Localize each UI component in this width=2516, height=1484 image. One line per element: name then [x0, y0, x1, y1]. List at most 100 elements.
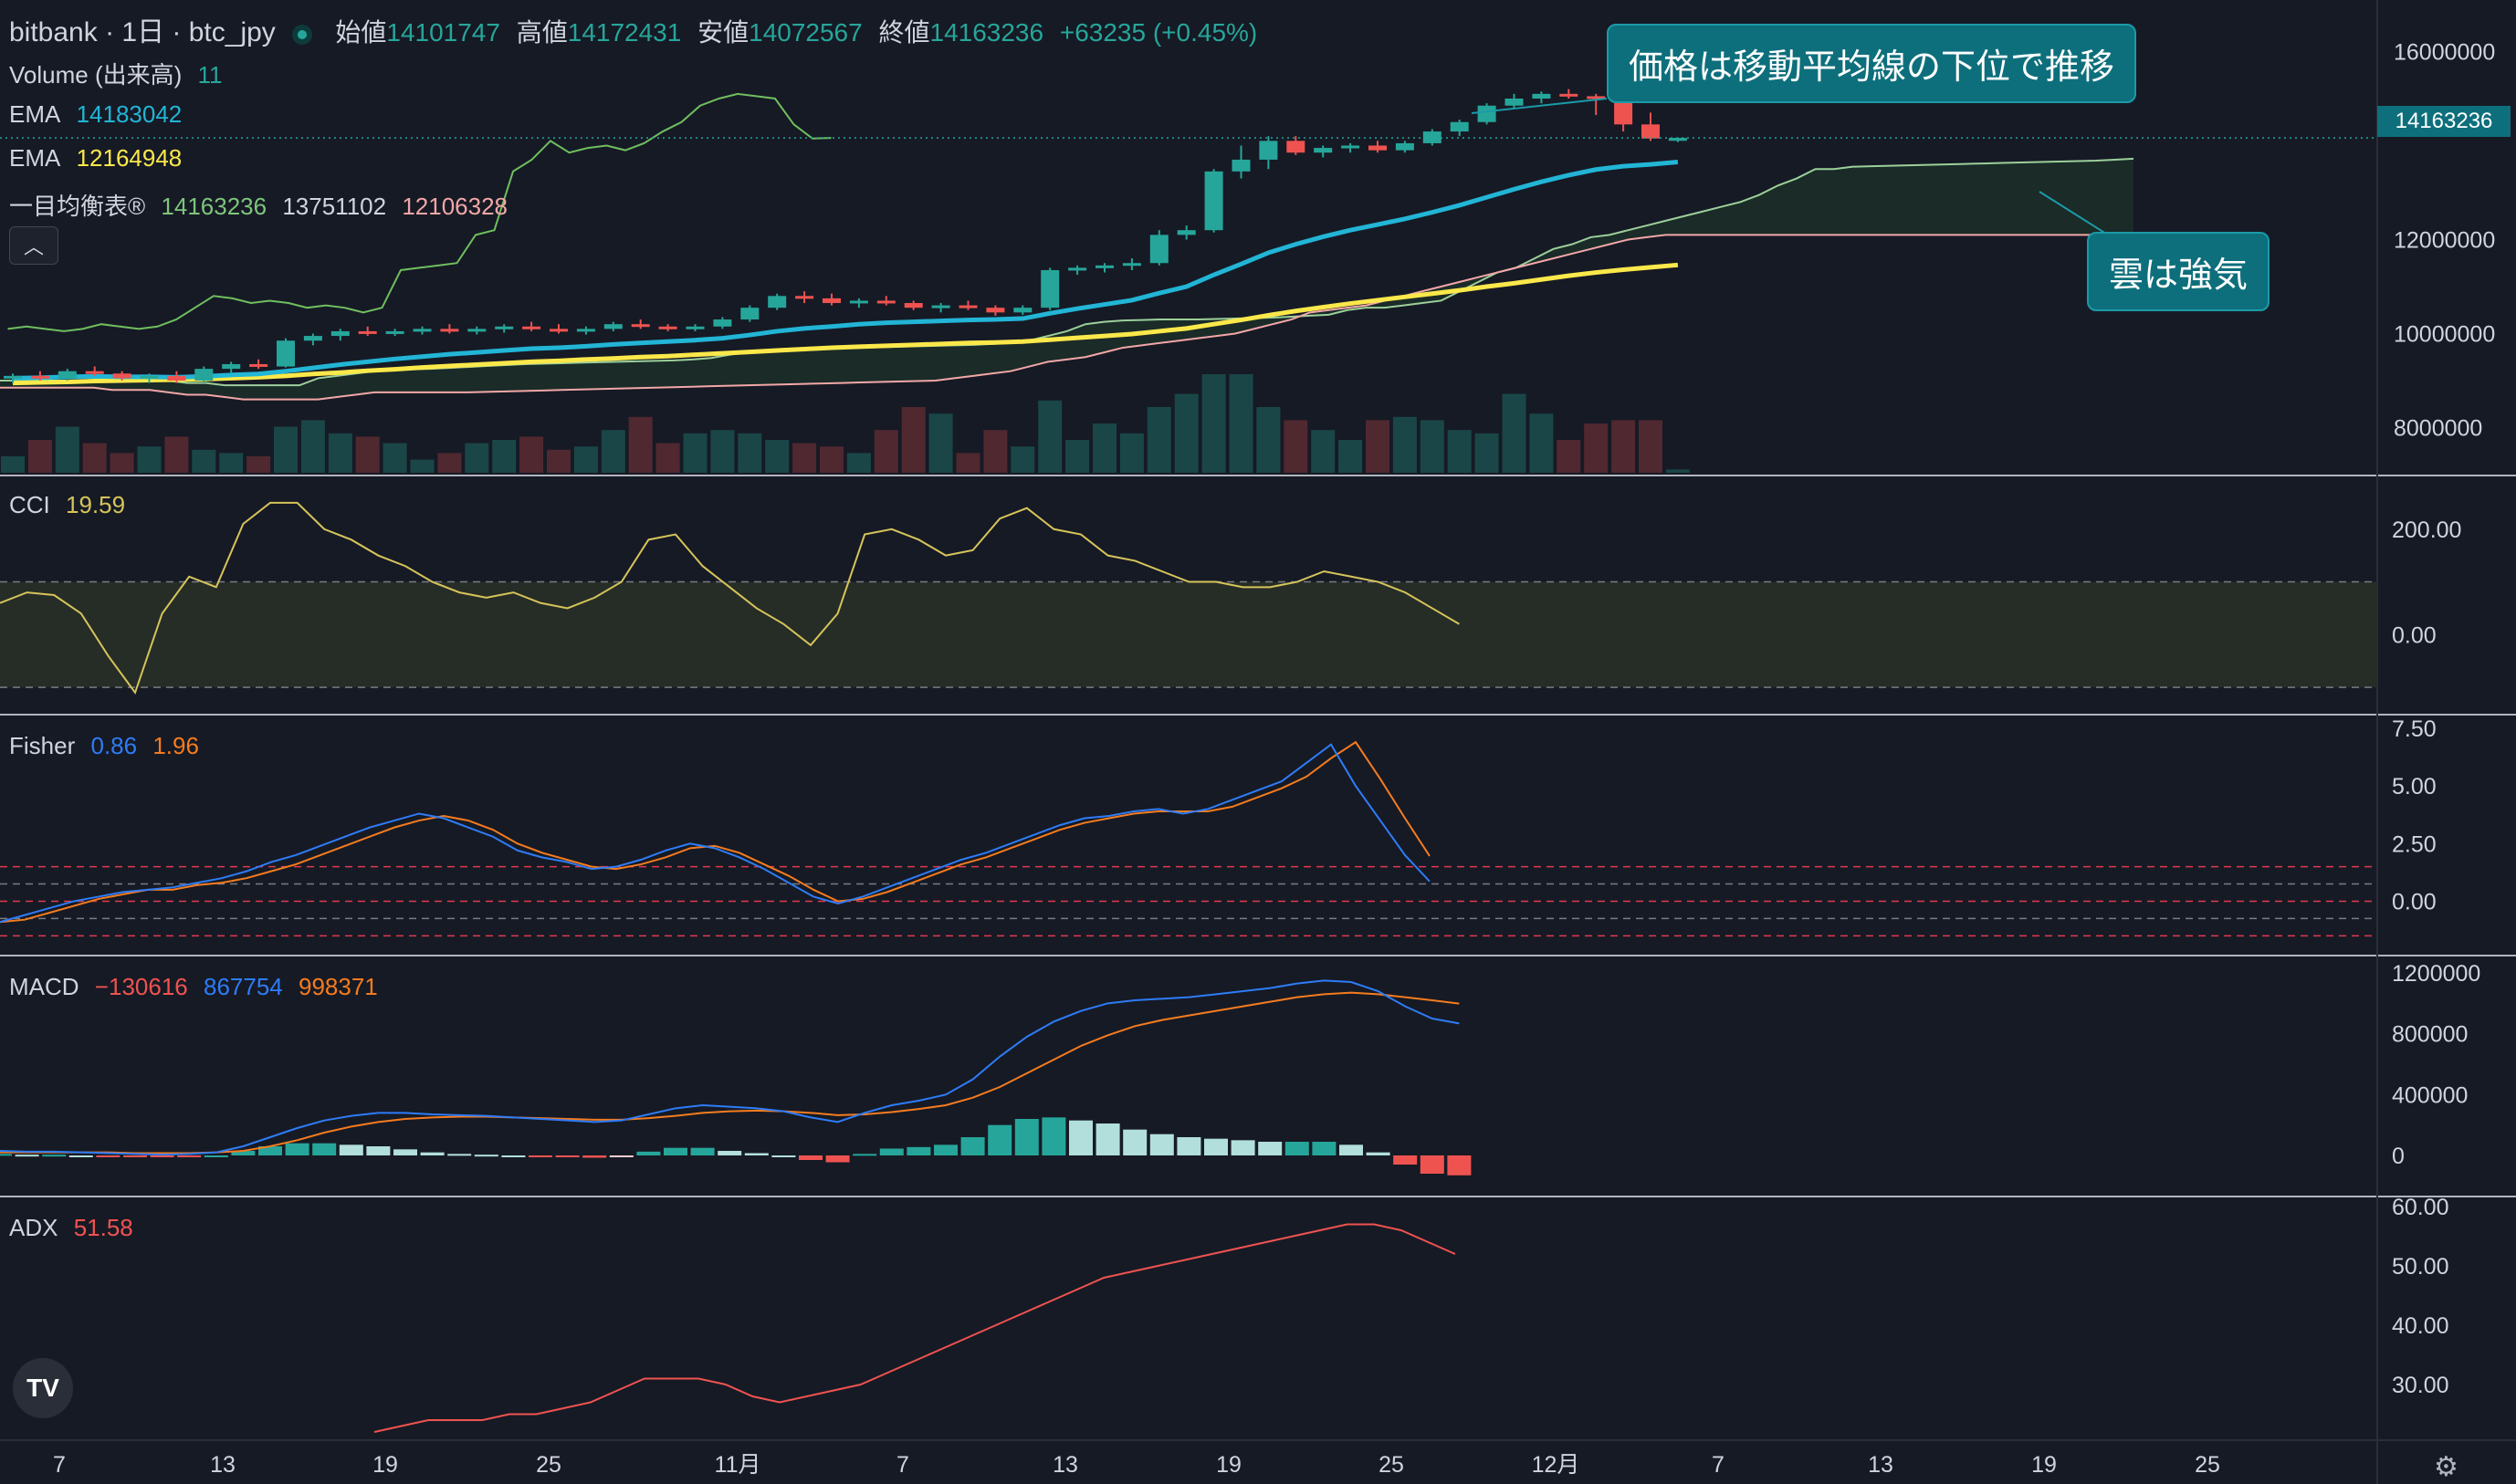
macd-histogram-bar — [150, 1155, 174, 1157]
candle-body — [1450, 121, 1469, 132]
tradingview-logo-icon[interactable]: TV — [13, 1358, 73, 1418]
volume-bar — [820, 446, 844, 473]
macd-histogram-bar — [609, 1155, 634, 1157]
macd-histogram-bar — [1231, 1140, 1255, 1155]
ichimoku-span-b-line — [0, 234, 2133, 401]
macd-histogram-bar — [312, 1143, 337, 1155]
adx-legend[interactable]: ADX 51.58 — [9, 1214, 142, 1242]
adx-axis-tick-label: 30.00 — [2392, 1373, 2449, 1398]
volume-bar — [1311, 430, 1336, 473]
macd-histogram-bar — [1420, 1155, 1444, 1174]
macd-axis-tick-label: 0 — [2392, 1144, 2405, 1169]
volume-bar — [1366, 420, 1389, 473]
macd-histogram-bar — [366, 1146, 391, 1155]
candle-body — [1341, 145, 1360, 149]
candle-body — [358, 330, 377, 334]
ichimoku-value-3: 12106328 — [402, 193, 508, 220]
candle-body — [1395, 142, 1414, 151]
macd-histogram-bar — [258, 1146, 282, 1155]
candle-body — [440, 329, 459, 332]
time-axis-tick-label: 19 — [372, 1452, 398, 1478]
adx-line — [373, 1223, 1456, 1433]
macd-histogram-bar — [231, 1151, 256, 1155]
candle-body — [85, 371, 104, 374]
callout-1-pointer — [1471, 98, 1608, 114]
volume-bar — [110, 453, 134, 473]
candle-body — [1177, 230, 1196, 235]
candle-body — [740, 308, 760, 320]
annotation-callout-2[interactable]: 雲は強気 — [2087, 232, 2270, 311]
macd-legend[interactable]: MACD −130616 867754 998371 — [9, 973, 387, 1001]
price-axis-tick-label: 8000000 — [2394, 416, 2482, 442]
ema1-label: EMA — [9, 100, 61, 128]
candle-body — [1286, 141, 1305, 153]
macd-histogram-bar — [123, 1155, 147, 1157]
annotation-callout-1[interactable]: 価格は移動平均線の下位で推移 — [1607, 24, 2137, 103]
candle-body — [249, 363, 268, 367]
adx-value: 51.58 — [73, 1214, 133, 1241]
volume-bar — [355, 436, 380, 473]
time-axis-tick-label: 19 — [1216, 1452, 1242, 1478]
candle-body — [1013, 308, 1033, 313]
fisher-label: Fisher — [9, 732, 76, 759]
ichimoku-label: 一目均衡表® — [9, 193, 146, 220]
macd-histogram-bar — [204, 1155, 228, 1157]
candle-body — [303, 336, 322, 341]
volume-bar — [1665, 469, 1690, 473]
volume-bar — [1119, 433, 1144, 473]
candle-body — [904, 303, 923, 308]
volume-bar — [1392, 416, 1417, 473]
candle-body — [495, 326, 514, 329]
ema1-legend[interactable]: EMA 14183042 — [9, 100, 191, 129]
candle-body — [550, 329, 568, 332]
volume-bar — [219, 453, 244, 473]
candle-body — [1068, 267, 1087, 271]
candle-body — [576, 329, 595, 332]
collapse-legend-button[interactable]: ︿ — [9, 226, 58, 265]
volume-bar — [1, 456, 25, 473]
candle-body — [1668, 138, 1687, 141]
cci-band — [0, 581, 2377, 688]
macd-histogram-bar — [960, 1137, 985, 1155]
macd-value-3: 998371 — [298, 973, 378, 1000]
volume-bar — [655, 443, 680, 473]
high-label: 高値 — [516, 18, 568, 47]
settings-gear-icon[interactable]: ⚙ — [2434, 1452, 2458, 1482]
volume-bar — [1420, 420, 1444, 473]
candle-body — [658, 326, 677, 329]
change-value: +63235 (+0.45%) — [1059, 18, 1258, 47]
volume-bar — [437, 453, 462, 473]
volume-bar — [628, 416, 653, 473]
volume-legend[interactable]: Volume (出来高) 11 — [9, 57, 232, 90]
volume-bar — [519, 436, 544, 473]
ichimoku-lagging-line — [7, 92, 832, 332]
time-axis-tick-label: 12月 — [1532, 1452, 1580, 1478]
volume-bar — [492, 440, 517, 473]
candle-body — [686, 326, 705, 329]
symbol-title[interactable]: bitbank · 1日 · btc_jpy — [9, 17, 276, 47]
cci-legend[interactable]: CCI 19.59 — [9, 491, 134, 519]
macd-histogram-bar — [1123, 1129, 1148, 1155]
volume-bar — [1284, 420, 1308, 473]
macd-label: MACD — [9, 973, 79, 1000]
fisher-axis-tick-label: 5.00 — [2392, 774, 2437, 799]
macd-histogram-bar — [447, 1154, 472, 1156]
volume-bar — [983, 430, 1008, 473]
volume-bar — [1093, 423, 1116, 473]
ichimoku-legend[interactable]: 一目均衡表® 14163236 13751102 12106328 — [9, 188, 517, 222]
candle-body — [413, 329, 432, 332]
volume-bar — [1256, 407, 1281, 473]
ema-fast-line — [12, 160, 1679, 381]
callout-2-pointer — [2039, 191, 2110, 236]
candle-body — [823, 298, 841, 304]
macd-histogram-bar — [1339, 1144, 1363, 1155]
time-axis-tick-label: 13 — [1868, 1452, 1893, 1478]
low-value: 14072567 — [749, 18, 863, 47]
volume-bar — [164, 436, 189, 473]
fisher-legend[interactable]: Fisher 0.86 1.96 — [9, 732, 208, 760]
macd-histogram-bar — [582, 1155, 607, 1158]
ema2-legend[interactable]: EMA 12164948 — [9, 144, 191, 172]
close-value: 14163236 — [929, 18, 1044, 47]
macd-signal-line — [0, 991, 1460, 1155]
